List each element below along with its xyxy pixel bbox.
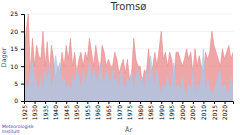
tick: 5 bbox=[14, 80, 24, 87]
tick-label: 1970 bbox=[116, 105, 123, 120]
tick-mark bbox=[130, 101, 131, 104]
tick-mark bbox=[182, 101, 183, 104]
tick: 1975 bbox=[126, 101, 133, 120]
tick-mark bbox=[77, 101, 78, 104]
tick-mark bbox=[193, 101, 194, 104]
tick-label: 1990 bbox=[158, 105, 165, 120]
tick-mark bbox=[151, 101, 152, 104]
y-axis: 0 5 10 15 20 25 bbox=[10, 10, 24, 104]
tick-label: 1975 bbox=[126, 105, 133, 120]
tick: 1935 bbox=[42, 101, 49, 120]
tick-label: 1985 bbox=[147, 105, 154, 120]
tick: 2005 bbox=[189, 101, 196, 120]
x-axis: 1925193019351940194519501955196019651970… bbox=[21, 101, 234, 120]
tick-label: 20 bbox=[10, 28, 18, 35]
tick-label: 25 bbox=[10, 10, 18, 17]
tick-mark bbox=[21, 14, 24, 15]
tick-mark bbox=[21, 84, 24, 85]
tick-label: 1940 bbox=[52, 105, 59, 120]
area bbox=[24, 14, 233, 101]
area bbox=[24, 49, 233, 101]
tick-mark bbox=[214, 101, 215, 104]
tick-mark bbox=[21, 66, 24, 67]
tick-label: 0 bbox=[14, 97, 18, 104]
tick-label: 1995 bbox=[168, 105, 175, 120]
tick-mark bbox=[56, 101, 57, 104]
title: Tromsø bbox=[110, 1, 147, 12]
tick: 1970 bbox=[116, 101, 123, 120]
grid-line bbox=[24, 14, 233, 15]
tick-label: 1980 bbox=[137, 105, 144, 120]
tick-mark bbox=[45, 101, 46, 104]
tick-mark bbox=[66, 101, 67, 104]
tick: 2020 bbox=[221, 101, 228, 120]
tick: 1980 bbox=[137, 101, 144, 120]
tick-label: 2000 bbox=[179, 105, 186, 120]
tick-label: 2015 bbox=[211, 105, 218, 120]
tick: 1945 bbox=[63, 101, 70, 120]
grid bbox=[24, 14, 233, 101]
tick-label: 1935 bbox=[42, 105, 49, 120]
x-axis-label: År bbox=[125, 125, 132, 134]
tick-mark bbox=[98, 101, 99, 104]
tick: 1925 bbox=[21, 101, 28, 120]
tick-mark bbox=[108, 101, 109, 104]
tick: 2010 bbox=[200, 101, 207, 120]
tick-mark bbox=[140, 101, 141, 104]
tick: 10 bbox=[10, 63, 24, 70]
marks bbox=[24, 14, 233, 101]
tick-label: 15 bbox=[10, 45, 18, 52]
tick-label: 2020 bbox=[221, 105, 228, 120]
tick-label: 5 bbox=[14, 80, 18, 87]
tick: 0 bbox=[14, 97, 24, 104]
tick: 25 bbox=[10, 10, 24, 17]
tick-label: 1960 bbox=[94, 105, 101, 120]
annotation-line: Institutt bbox=[2, 129, 20, 134]
axis-line bbox=[21, 15, 25, 102]
tick-label: 1965 bbox=[105, 105, 112, 120]
tick-mark bbox=[21, 31, 24, 32]
tick-label: 10 bbox=[10, 63, 18, 70]
tick-label: 2005 bbox=[189, 105, 196, 120]
tick-label: 1955 bbox=[84, 105, 91, 120]
tick: 15 bbox=[10, 45, 24, 52]
tick-mark bbox=[21, 101, 24, 102]
tick: 1930 bbox=[31, 101, 38, 120]
tick-mark bbox=[87, 101, 88, 104]
grid-line bbox=[24, 31, 233, 32]
tick-mark bbox=[21, 49, 24, 50]
tick-mark bbox=[225, 101, 226, 104]
tick: 1960 bbox=[94, 101, 101, 120]
tick-mark bbox=[35, 101, 36, 104]
tick: 1995 bbox=[168, 101, 175, 120]
tick-label: 1925 bbox=[21, 105, 28, 120]
area-outline bbox=[24, 49, 233, 94]
tick-label: 1930 bbox=[31, 105, 38, 120]
tick-label: 1945 bbox=[63, 105, 70, 120]
y-axis-label: Dager bbox=[0, 47, 8, 67]
tick: 2015 bbox=[211, 101, 218, 120]
tick: 1955 bbox=[84, 101, 91, 120]
annotation: MeteorologiskInstitutt bbox=[2, 124, 34, 134]
plot: 1925193019351940194519501955196019651970… bbox=[10, 10, 233, 120]
tick: 1940 bbox=[52, 101, 59, 120]
tick: 2000 bbox=[179, 101, 186, 120]
tick: 20 bbox=[10, 28, 24, 35]
tick-label: 1950 bbox=[73, 105, 80, 120]
grid-line bbox=[24, 48, 233, 49]
tick-mark bbox=[172, 101, 173, 104]
tick: 1965 bbox=[105, 101, 112, 120]
chart: 1925193019351940194519501955196019651970… bbox=[0, 0, 240, 135]
tick: 1990 bbox=[158, 101, 165, 120]
tick: 1950 bbox=[73, 101, 80, 120]
tick-mark bbox=[119, 101, 120, 104]
tick-mark bbox=[161, 101, 162, 104]
axis-line bbox=[25, 102, 234, 105]
tick-label: 2010 bbox=[200, 105, 207, 120]
tick: 1985 bbox=[147, 101, 154, 120]
tick-mark bbox=[203, 101, 204, 104]
